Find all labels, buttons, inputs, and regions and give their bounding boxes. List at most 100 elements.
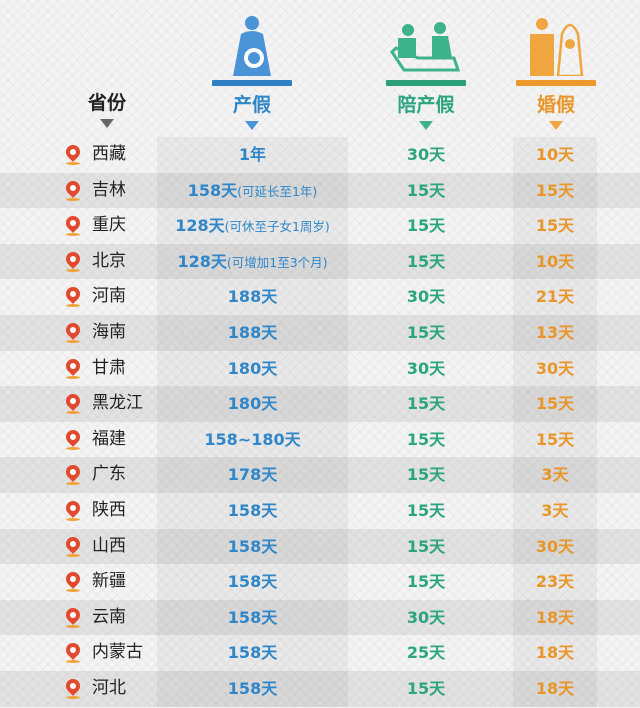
maternity-leave: 128天(可增加1至3个月) <box>157 244 348 280</box>
maternity-leave: 180天 <box>157 386 348 422</box>
maternity-leave: 128天(可休至子女1周岁) <box>157 208 348 244</box>
paternity-leave: 15天 <box>406 536 446 556</box>
maternity-value: 158天 <box>227 500 278 520</box>
paternity-leave: 15天 <box>406 322 446 342</box>
maternity-value: 188天 <box>227 287 278 307</box>
location-pin-icon <box>63 355 83 376</box>
pin-base <box>66 411 80 415</box>
table-row: 西藏 1年 30天 10天 <box>0 137 640 173</box>
province-name: 河北 <box>92 677 126 698</box>
maternity-value: 158~180天 <box>204 429 301 449</box>
paternity-leave: 15天 <box>406 394 446 414</box>
table-row: 河北 158天 15天 18天 <box>0 670 640 707</box>
paternity-leave: 15天 <box>406 465 446 485</box>
maternity-value: 158天 <box>227 607 278 627</box>
pin-base <box>66 197 80 201</box>
marriage-bar <box>516 80 596 86</box>
pin-base <box>66 624 80 628</box>
maternity-value: 158天 <box>227 572 278 592</box>
paternity-leave: 30天 <box>406 358 446 378</box>
maternity-leave: 188天 <box>157 279 348 315</box>
maternity-value: 158天 <box>187 180 238 200</box>
header-paternity-label: 陪产假 <box>397 94 455 116</box>
maternity-value: 1年 <box>238 145 267 164</box>
province-name: 西藏 <box>92 144 126 164</box>
location-pin-icon <box>63 248 83 269</box>
maternity-value: 128天 <box>177 251 227 271</box>
province-name: 北京 <box>92 250 126 271</box>
maternity-leave: 158~180天 <box>157 422 348 458</box>
location-pin-icon <box>63 213 83 234</box>
maternity-leave: 158天 <box>157 671 348 707</box>
province-name: 新疆 <box>92 571 126 592</box>
paternity-leave: 15天 <box>406 678 446 698</box>
maternity-column-band <box>157 137 348 707</box>
table-row: 内蒙古 158天 25天 18天 <box>0 635 640 671</box>
province-name: 陕西 <box>92 499 126 520</box>
pin-base <box>66 553 80 557</box>
marriage-leave: 15天 <box>535 180 575 200</box>
paternity-leave: 15天 <box>406 180 446 200</box>
table-row: 甘肃 180天 30天 30天 <box>0 351 640 387</box>
paternity-leave: 15天 <box>406 251 446 271</box>
maternity-leave: 158天 <box>157 600 348 636</box>
marriage-leave: 15天 <box>535 394 575 414</box>
location-pin-icon <box>63 498 83 518</box>
location-pin-icon <box>63 569 83 590</box>
table-row: 重庆 128天(可休至子女1周岁) 15天 15天 <box>0 208 640 244</box>
pin-base <box>66 233 80 237</box>
pin-base <box>66 589 80 593</box>
maternity-note: (可延长至1年) <box>237 183 318 199</box>
maternity-value: 158天 <box>227 678 278 698</box>
pin-base <box>66 482 80 486</box>
header-marriage: 婚假 <box>516 16 596 130</box>
header-province-label: 省份 <box>87 92 126 114</box>
paternity-leave: 15天 <box>406 216 446 236</box>
paternity-leave: 30天 <box>406 145 446 164</box>
table-row: 北京 128天(可增加1至3个月) 15天 10天 <box>0 243 640 280</box>
marriage-leave: 30天 <box>535 536 575 556</box>
location-pin-icon <box>63 142 83 162</box>
location-pin-icon <box>63 426 83 447</box>
pin-base <box>66 660 80 664</box>
location-pin-icon <box>63 462 83 483</box>
pin-base <box>66 304 80 308</box>
table-row: 海南 188天 15天 13天 <box>0 314 640 351</box>
marriage-leave: 10天 <box>535 251 575 271</box>
maternity-leave: 178天 <box>157 457 348 493</box>
marriage-leave: 18天 <box>535 643 575 663</box>
header-maternity: 产假 <box>212 14 292 130</box>
maternity-note: (可增加1至3个月) <box>226 254 328 270</box>
province-name: 甘肃 <box>92 357 126 378</box>
paternity-bar <box>386 80 466 86</box>
maternity-note: (可休至子女1周岁) <box>224 219 330 235</box>
table-row: 福建 158~180天 15天 15天 <box>0 422 640 458</box>
location-pin-icon <box>63 604 83 625</box>
marriage-leave: 10天 <box>535 145 575 164</box>
location-pin-icon <box>63 640 83 661</box>
province-name: 黑龙江 <box>92 393 143 414</box>
pin-base <box>66 446 80 450</box>
header-paternity: 陪产假 <box>386 22 466 130</box>
table-row: 新疆 158天 15天 23天 <box>0 564 640 600</box>
paternity-leave: 30天 <box>406 287 446 307</box>
province-name: 广东 <box>92 464 126 485</box>
location-pin-icon <box>63 533 83 554</box>
paternity-leave: 30天 <box>406 607 446 627</box>
table-row: 山西 158天 15天 30天 <box>0 528 640 565</box>
maternity-value: 178天 <box>227 465 278 485</box>
province-name: 河南 <box>92 286 126 307</box>
maternity-leave: 158天(可延长至1年) <box>157 173 348 209</box>
maternity-value: 188天 <box>227 322 278 342</box>
table-row: 吉林 158天(可延长至1年) 15天 15天 <box>0 172 640 209</box>
bride-groom-icon <box>530 18 584 78</box>
marriage-leave: 21天 <box>535 287 575 307</box>
triangle-down-icon <box>549 121 563 130</box>
marriage-leave: 18天 <box>535 678 575 698</box>
location-pin-icon <box>63 177 83 198</box>
location-pin-icon <box>63 320 83 340</box>
pin-base <box>66 517 80 521</box>
triangle-down-icon <box>245 121 259 130</box>
marriage-column-band <box>513 137 597 707</box>
province-name: 山西 <box>92 535 126 556</box>
